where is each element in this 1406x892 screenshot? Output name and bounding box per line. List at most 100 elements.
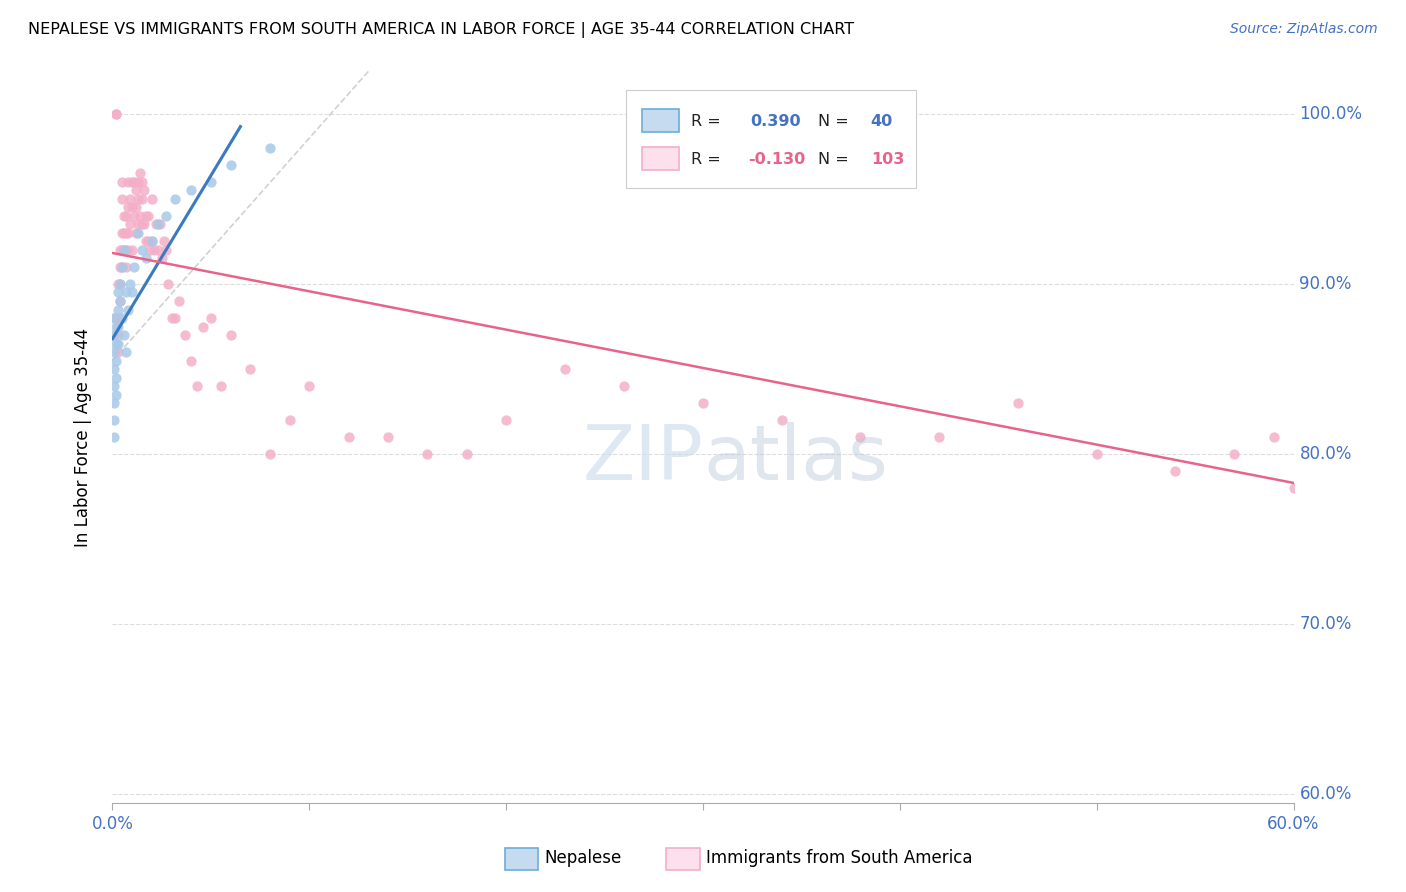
Point [110, 293, 132, 308]
Point [1085, 447, 1108, 461]
Point [103, 379, 125, 393]
Point [1346, 447, 1368, 461]
Point [103, 345, 125, 359]
Point [107, 311, 129, 326]
Point [259, 447, 281, 461]
Text: Immigrants from South America: Immigrants from South America [706, 849, 973, 867]
Point [115, 226, 138, 240]
Point [105, 336, 128, 351]
Point [111, 175, 134, 189]
Text: atlas: atlas [703, 422, 887, 496]
Text: Nepalese: Nepalese [544, 849, 621, 867]
Point [174, 328, 197, 343]
Point [1331, 447, 1354, 461]
Point [121, 243, 143, 257]
Text: NEPALESE VS IMMIGRANTS FROM SOUTH AMERICA IN LABOR FORCE | AGE 35-44 CORRELATION: NEPALESE VS IMMIGRANTS FROM SOUTH AMERIC… [28, 22, 855, 38]
Text: 90.0%: 90.0% [1299, 275, 1351, 293]
Point [139, 243, 162, 257]
Point [1263, 430, 1285, 444]
Point [152, 235, 174, 249]
Point [495, 413, 517, 427]
Point [111, 311, 134, 326]
Point [105, 353, 128, 368]
Point [554, 362, 576, 376]
Point [121, 285, 143, 300]
Point [103, 311, 125, 326]
Point [141, 192, 163, 206]
Point [136, 209, 159, 223]
Text: ZIP: ZIP [582, 422, 703, 496]
Point [125, 183, 148, 197]
Point [111, 260, 134, 274]
Point [1302, 430, 1324, 444]
Point [107, 345, 129, 359]
Point [186, 379, 208, 393]
Point [125, 201, 148, 215]
Point [132, 183, 155, 197]
Point [111, 226, 134, 240]
Point [105, 370, 128, 384]
Point [209, 379, 232, 393]
Point [110, 260, 132, 274]
Point [692, 396, 714, 410]
Point [278, 413, 301, 427]
Point [121, 175, 143, 189]
Point [1322, 447, 1344, 461]
Text: R =: R = [692, 113, 725, 128]
Text: 40: 40 [870, 113, 893, 128]
Point [115, 260, 138, 274]
FancyBboxPatch shape [626, 90, 915, 188]
Point [105, 107, 128, 121]
Point [849, 430, 872, 444]
Point [103, 328, 125, 343]
Point [127, 226, 149, 240]
Point [122, 260, 145, 274]
Point [146, 243, 169, 257]
Point [416, 447, 439, 461]
Text: 70.0%: 70.0% [1299, 615, 1351, 633]
Point [111, 243, 134, 257]
Point [145, 218, 167, 232]
FancyBboxPatch shape [641, 109, 679, 132]
Point [115, 243, 138, 257]
Point [112, 243, 135, 257]
Point [105, 319, 128, 334]
Point [456, 447, 478, 461]
Point [135, 252, 157, 266]
Point [180, 183, 202, 197]
Text: 100.0%: 100.0% [1299, 105, 1362, 123]
Point [131, 175, 153, 189]
Point [107, 302, 129, 317]
Point [135, 235, 157, 249]
Point [298, 379, 321, 393]
Point [156, 277, 179, 291]
Point [131, 192, 153, 206]
Point [121, 201, 143, 215]
Point [239, 362, 262, 376]
Point [155, 243, 177, 257]
Point [111, 192, 134, 206]
Point [115, 209, 138, 223]
Point [127, 175, 149, 189]
Point [259, 141, 281, 155]
Point [107, 336, 129, 351]
Point [103, 430, 125, 444]
Point [149, 218, 172, 232]
Point [191, 319, 214, 334]
Point [112, 209, 135, 223]
Point [1341, 447, 1364, 461]
Point [180, 353, 202, 368]
Point [117, 302, 139, 317]
Point [105, 387, 128, 401]
Point [131, 243, 153, 257]
Point [117, 201, 139, 215]
Point [150, 252, 173, 266]
Point [107, 328, 129, 343]
Point [1331, 481, 1354, 495]
Point [770, 413, 793, 427]
Point [120, 192, 142, 206]
Point [117, 226, 139, 240]
Point [135, 209, 157, 223]
Point [110, 243, 132, 257]
Point [132, 218, 155, 232]
